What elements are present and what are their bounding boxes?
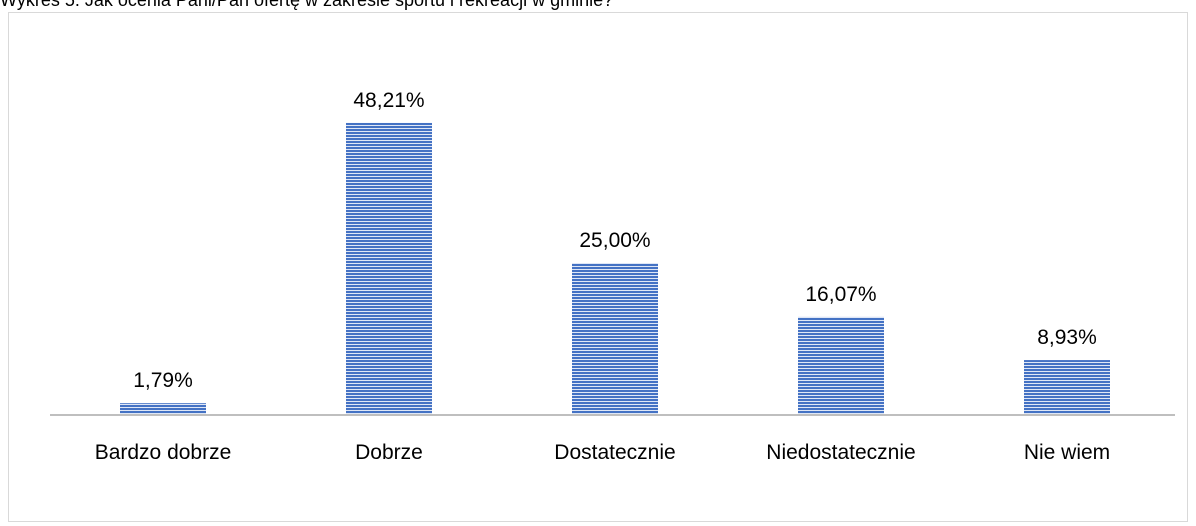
bar [346, 122, 432, 415]
value-label: 8,93% [1037, 326, 1097, 349]
bar [798, 316, 884, 414]
chart-border [8, 12, 1188, 522]
x-tick-label: Dobrze [355, 441, 423, 464]
value-label: 48,21% [353, 89, 424, 112]
value-label: 25,00% [579, 229, 650, 252]
bar [572, 263, 658, 414]
chart-title: Wykres 5. Jak ocenia Pani/Pan ofertę w z… [0, 0, 613, 10]
bar [120, 403, 206, 414]
value-label: 16,07% [805, 283, 876, 306]
bar [1024, 360, 1110, 414]
x-tick-label: Dostatecznie [554, 441, 675, 464]
x-tick-label: Bardzo dobrze [95, 441, 232, 464]
x-tick-label: Nie wiem [1024, 441, 1110, 464]
value-label: 1,79% [133, 369, 193, 392]
x-tick-label: Niedostatecznie [766, 441, 915, 464]
